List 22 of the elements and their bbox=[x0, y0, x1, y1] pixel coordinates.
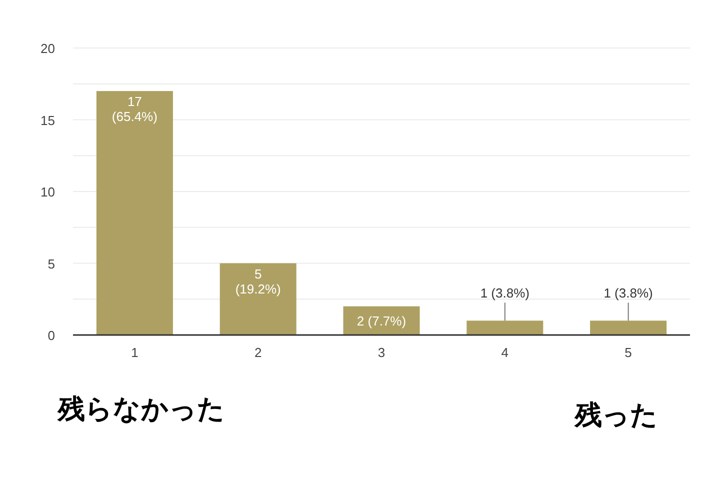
bar bbox=[590, 320, 667, 335]
y-tick-label: 5 bbox=[48, 256, 55, 272]
x-tick-label: 3 bbox=[378, 345, 386, 360]
bar bbox=[343, 306, 420, 335]
data-label: 1 (3.8%) bbox=[480, 286, 530, 301]
y-tick-label: 10 bbox=[40, 184, 55, 200]
x-tick-label: 1 bbox=[131, 345, 138, 360]
y-tick-label: 15 bbox=[40, 112, 55, 128]
data-label: 2 (7.7%) bbox=[356, 314, 406, 329]
data-label: 17 (65.4%) bbox=[112, 94, 158, 124]
data-label: 5 (19.2%) bbox=[235, 266, 281, 296]
bar bbox=[96, 91, 173, 335]
y-tick-label: 20 bbox=[40, 41, 55, 56]
y-tick-label: 0 bbox=[48, 328, 55, 343]
text: 残らなかった bbox=[57, 394, 225, 424]
bar bbox=[220, 263, 296, 335]
x-tick-label: 5 bbox=[624, 345, 632, 360]
x-tick-label: 2 bbox=[254, 345, 262, 360]
x-tick-label: 4 bbox=[501, 345, 509, 360]
bar bbox=[466, 320, 544, 335]
data-label: 1 (3.8%) bbox=[604, 286, 653, 301]
text: 残った bbox=[574, 400, 658, 430]
